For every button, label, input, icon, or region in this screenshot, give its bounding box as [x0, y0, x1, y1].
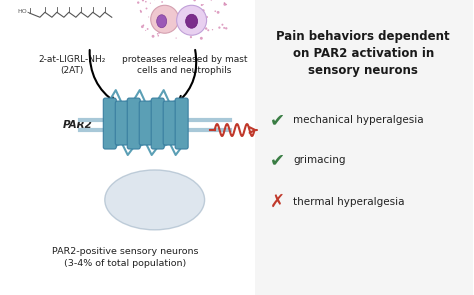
Circle shape — [190, 36, 192, 38]
Circle shape — [151, 5, 179, 33]
Text: ✔: ✔ — [270, 151, 285, 169]
Circle shape — [145, 1, 146, 3]
Circle shape — [146, 28, 148, 30]
Circle shape — [152, 35, 155, 38]
FancyBboxPatch shape — [175, 98, 188, 149]
Ellipse shape — [186, 14, 198, 28]
Circle shape — [226, 4, 227, 5]
Text: thermal hyperalgesia: thermal hyperalgesia — [293, 197, 405, 207]
FancyBboxPatch shape — [127, 98, 140, 149]
FancyBboxPatch shape — [103, 98, 116, 149]
Circle shape — [206, 16, 208, 18]
Circle shape — [161, 1, 163, 3]
Text: ✔: ✔ — [270, 111, 285, 129]
Circle shape — [140, 10, 141, 12]
Circle shape — [212, 29, 213, 30]
Circle shape — [158, 32, 160, 34]
Text: mechanical hyperalgesia: mechanical hyperalgesia — [293, 115, 424, 125]
Text: ✗: ✗ — [270, 193, 285, 211]
Circle shape — [140, 11, 142, 13]
Circle shape — [177, 5, 207, 35]
Circle shape — [157, 35, 159, 37]
Circle shape — [153, 24, 155, 27]
Circle shape — [150, 3, 151, 4]
Circle shape — [202, 9, 205, 12]
Circle shape — [205, 27, 207, 30]
Circle shape — [142, 0, 144, 1]
Text: proteases released by mast
cells and neutrophils: proteases released by mast cells and neu… — [122, 55, 247, 75]
Circle shape — [200, 22, 202, 24]
Circle shape — [223, 27, 225, 29]
Text: PAR2: PAR2 — [63, 120, 93, 130]
Circle shape — [203, 4, 204, 5]
Ellipse shape — [157, 15, 167, 28]
FancyBboxPatch shape — [255, 0, 473, 295]
Circle shape — [217, 11, 219, 14]
Circle shape — [201, 4, 203, 6]
Circle shape — [211, 0, 212, 1]
Circle shape — [224, 2, 225, 4]
Text: PAR2-positive sensory neurons
(3-4% of total population): PAR2-positive sensory neurons (3-4% of t… — [52, 247, 198, 268]
FancyBboxPatch shape — [115, 101, 128, 145]
Circle shape — [191, 32, 192, 33]
Circle shape — [221, 24, 223, 26]
Ellipse shape — [105, 170, 205, 230]
FancyBboxPatch shape — [151, 98, 164, 149]
Text: Pain behaviors dependent
on PAR2 activation in
sensory neurons: Pain behaviors dependent on PAR2 activat… — [276, 30, 450, 77]
Circle shape — [157, 33, 158, 35]
Circle shape — [146, 8, 147, 9]
Circle shape — [143, 24, 144, 26]
Circle shape — [145, 30, 146, 31]
Circle shape — [192, 32, 193, 34]
Circle shape — [137, 1, 139, 4]
Circle shape — [225, 27, 228, 30]
Circle shape — [223, 3, 226, 6]
Circle shape — [193, 0, 196, 1]
Circle shape — [200, 37, 203, 40]
Circle shape — [175, 37, 177, 39]
Text: grimacing: grimacing — [293, 155, 346, 165]
Circle shape — [214, 10, 216, 12]
Text: HO: HO — [17, 9, 27, 14]
Circle shape — [207, 29, 209, 31]
FancyBboxPatch shape — [163, 101, 176, 145]
Circle shape — [218, 27, 220, 29]
Circle shape — [141, 25, 144, 28]
Text: 2-at-LIGRL-NH₂
(2AT): 2-at-LIGRL-NH₂ (2AT) — [38, 55, 106, 75]
FancyBboxPatch shape — [139, 101, 152, 145]
